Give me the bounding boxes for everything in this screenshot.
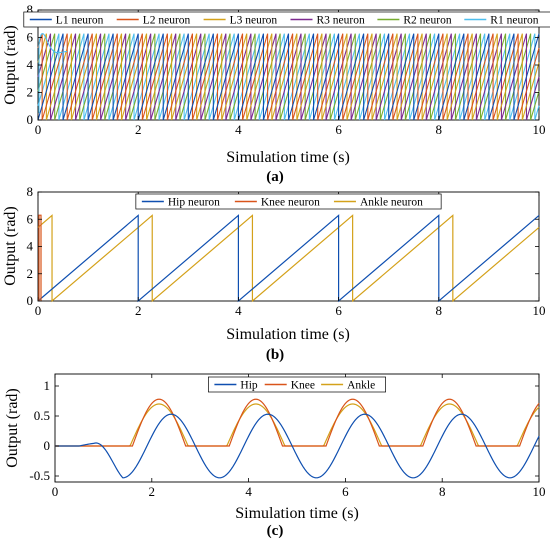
x-tick-label: 10: [533, 122, 546, 137]
x-tick-label: 6: [335, 122, 342, 137]
panel-b: 0 2 4 6 8 10 0 2 4 6 8 Hip neuron Knee neuron Ankle …: [2, 184, 546, 363]
panel-c-ticks: 0 2 4 6 8 10-0.500.51: [29, 374, 546, 499]
y-tick-label: 4: [27, 57, 34, 72]
panel-c-series-lines: [55, 398, 540, 479]
legend-entry: L3 neuron: [230, 15, 278, 27]
x-tick-label: 0: [52, 484, 59, 499]
panel-a-series-lines: [37, 33, 540, 121]
series-line: [37, 214, 540, 303]
panel-b-plot-area: [37, 191, 540, 302]
series-line: [55, 413, 540, 479]
series-line: [37, 33, 540, 121]
x-tick-label: 4: [235, 303, 242, 318]
y-tick-label: 8: [27, 184, 34, 199]
y-tick-label: 2: [27, 85, 34, 100]
legend-entry: L1 neuron: [56, 15, 104, 27]
x-tick-label: 8: [436, 303, 443, 318]
series-line-transient: [38, 33, 68, 114]
y-tick-label: 4: [27, 239, 34, 254]
panel-a-ticks: 0 2 4 6 8 10 0 2 4 6 8: [27, 2, 546, 137]
panel-c-xlabel: Simulation time (s): [235, 505, 359, 522]
panel-b-label: (b): [266, 347, 284, 363]
x-tick-label: 10: [533, 484, 546, 499]
panel-c-ylabel: Output (rad): [4, 388, 21, 468]
panel-c-label: (c): [267, 523, 284, 539]
y-tick-label: 0.5: [34, 408, 50, 423]
y-tick-label: 6: [27, 211, 34, 226]
legend-entry: Knee: [291, 380, 315, 392]
series-line: [55, 398, 540, 447]
panel-a-xlabel: Simulation time (s): [226, 149, 350, 166]
panel-b-xlabel: Simulation time (s): [226, 326, 350, 343]
y-tick-label: 6: [27, 30, 34, 45]
y-tick-label: 0: [44, 438, 51, 453]
series-line: [38, 214, 42, 301]
x-tick-label: 0: [35, 303, 42, 318]
x-tick-label: 6: [335, 303, 342, 318]
x-tick-label: 10: [533, 303, 546, 318]
y-tick-label: -0.5: [29, 468, 50, 483]
legend-entry: Knee neuron: [261, 197, 320, 209]
panel-a-label: (a): [266, 169, 284, 185]
panel-a-ylabel: Output (rad): [2, 25, 19, 105]
panel-a-legend: L1 neuron L2 neuron L3 neuron R3 neuron R2 n…: [23, 11, 550, 28]
x-tick-label: 2: [135, 303, 142, 318]
x-tick-label: 8: [436, 122, 443, 137]
x-tick-label: 8: [439, 484, 446, 499]
x-tick-label: 0: [35, 122, 42, 137]
x-tick-label: 4: [235, 122, 242, 137]
x-tick-label: 6: [342, 484, 349, 499]
panel-a: 0 2 4 6 8 10 0 2 4 6 8 L1 neuron L2 neuron L3 neuron…: [2, 2, 550, 185]
legend-entry: R1 neuron: [490, 15, 538, 27]
legend-entry: L2 neuron: [143, 15, 191, 27]
series-line: [37, 214, 540, 303]
x-tick-label: 2: [149, 484, 156, 499]
panel-b-ylabel: Output (rad): [2, 206, 19, 286]
x-tick-label: 2: [135, 122, 142, 137]
panel-c-legend: Hip Knee Ankle: [208, 376, 386, 393]
y-tick-label: 8: [27, 2, 34, 17]
panel-b-series-lines: [37, 214, 540, 303]
y-tick-label: 2: [27, 266, 34, 281]
y-tick-label: 0: [27, 112, 34, 127]
panel-b-legend: Hip neuron Knee neuron Ankle neuron: [135, 193, 442, 210]
legend-entry: Hip: [240, 380, 258, 392]
legend-entry: Hip neuron: [168, 197, 220, 209]
panel-c: 0 2 4 6 8 10-0.500.51 Hip Knee Ankle Simulation…: [4, 373, 546, 539]
panel-b-ticks: 0 2 4 6 8 10 0 2 4 6 8: [27, 184, 546, 318]
y-tick-label: 0: [27, 293, 34, 308]
legend-box: [135, 193, 442, 210]
legend-box: [208, 376, 386, 393]
legend-entry: Ankle neuron: [360, 197, 423, 209]
legend-entry: R2 neuron: [403, 15, 451, 27]
x-tick-label: 4: [245, 484, 252, 499]
legend-entry: R3 neuron: [317, 15, 365, 27]
legend-entry: Ankle: [347, 380, 375, 392]
y-tick-label: 1: [44, 378, 51, 393]
legend-box: [23, 11, 550, 28]
